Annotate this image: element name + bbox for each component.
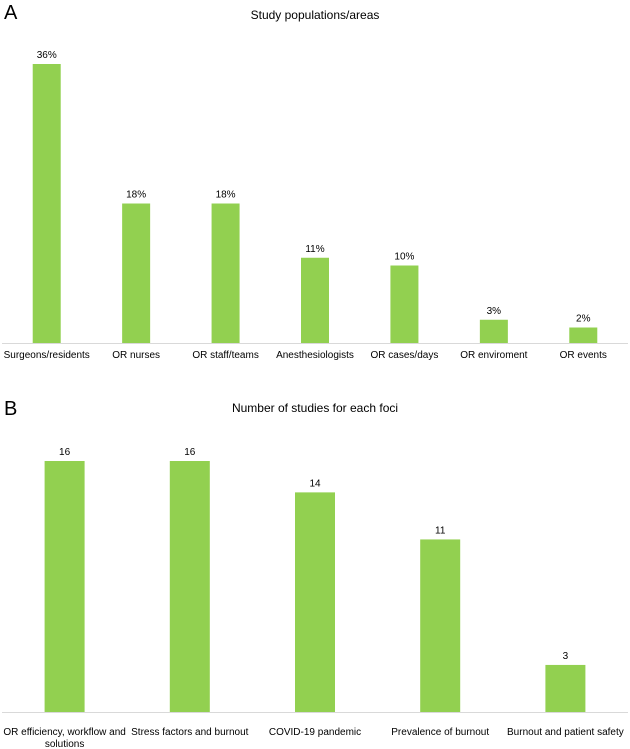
chart-a-data-label-5: 10% <box>394 252 414 263</box>
chart-a-tick-label-5: OR cases/days <box>371 350 439 361</box>
chart-b-tick-label-4: Prevalence of burnout <box>391 727 489 738</box>
chart-a-bar-7 <box>569 327 598 343</box>
chart-b-bar-1 <box>44 461 85 712</box>
chart-b-data-label-5: 3 <box>563 651 569 662</box>
chart-b-bar-2 <box>169 461 210 712</box>
panel-a-letter: A <box>4 2 18 24</box>
chart-a-title: Study populations/areas <box>250 8 380 22</box>
chart-b-data-label-2: 16 <box>184 447 196 458</box>
chart-a-bar-6 <box>479 319 508 343</box>
chart-a-tick-label-1: Surgeons/residents <box>4 350 90 361</box>
chart-b-bar-3 <box>295 492 335 712</box>
chart-b-tick-label-3: COVID-19 pandemic <box>269 727 361 738</box>
chart-a-tick-label-4: Anesthesiologists <box>276 350 354 361</box>
chart-a-bar-5 <box>390 265 419 343</box>
chart-a-bar-1 <box>32 64 61 343</box>
chart-b-data-label-3: 14 <box>309 478 321 489</box>
chart-a-data-label-3: 18% <box>216 190 236 201</box>
chart-a-data-label-4: 11% <box>305 244 324 255</box>
chart-a-data-label-1: 36% <box>37 50 57 61</box>
chart-b-bar-5 <box>545 664 586 712</box>
chart-b-data-label-1: 16 <box>59 447 71 458</box>
chart-b-tick-label-1-line-2: solutions <box>45 739 84 749</box>
chart-a-bar-4 <box>301 257 329 343</box>
chart-a-bar-3 <box>211 203 240 343</box>
chart-a-tick-label-3: OR staff/teams <box>192 350 259 361</box>
chart-a-tick-label-6: OR enviroment <box>460 350 527 361</box>
chart-b-tick-label-5: Burnout and patient safety <box>507 727 624 738</box>
panel-b-letter: B <box>4 398 18 420</box>
chart-a-data-label-6: 3% <box>487 306 502 317</box>
chart-a-data-label-2: 18% <box>126 190 146 201</box>
chart-a-bar-2 <box>122 203 151 343</box>
chart-b-tick-label-2: Stress factors and burnout <box>131 727 249 738</box>
chart-b-bar-4 <box>420 539 461 712</box>
chart-b-data-label-4: 11 <box>435 525 446 536</box>
chart-a-data-label-7: 2% <box>576 314 591 325</box>
chart-b-title: Number of studies for each foci <box>231 401 399 415</box>
chart-b-tick-label-1-line-1: OR efficiency, workflow and <box>3 727 125 738</box>
chart-a-tick-label-2: OR nurses <box>112 350 160 361</box>
chart-a-tick-label-7: OR events <box>560 350 607 361</box>
